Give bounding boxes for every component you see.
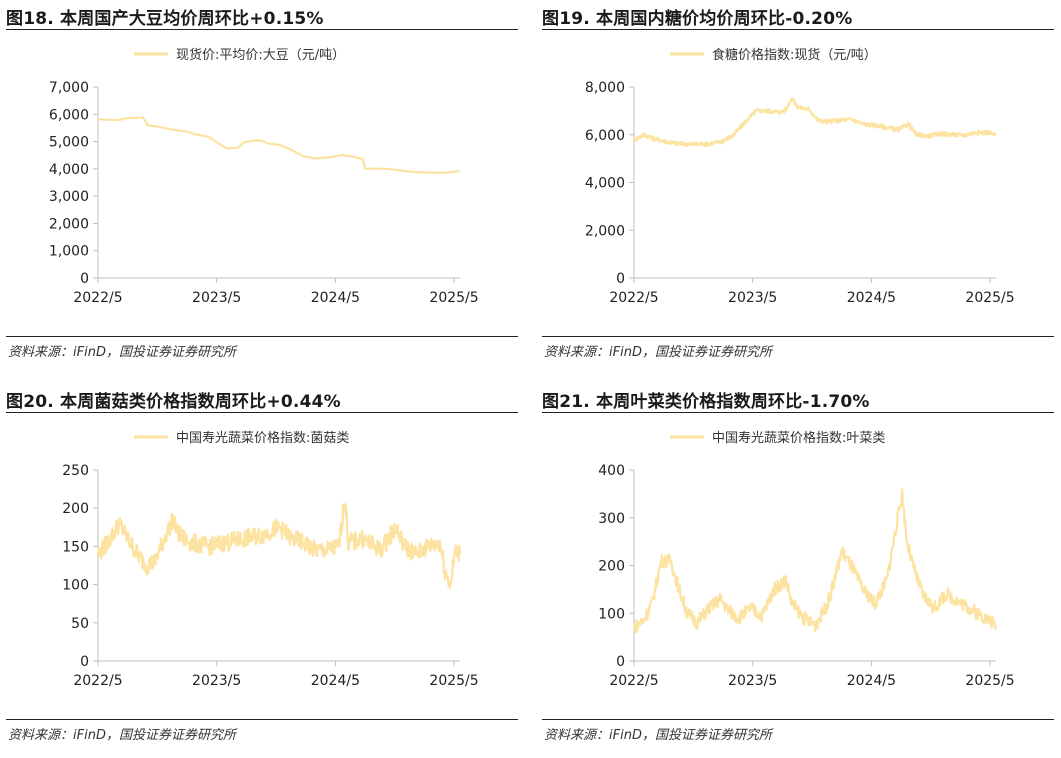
x-tick-label: 2022/5 bbox=[609, 290, 658, 306]
source-note: 资料来源：iFinD，国投证券证券研究所 bbox=[544, 728, 772, 743]
line-chart: 食糖价格指数:现货（元/吨） 0 2,000 4,000 6,000 8,000 2022/… bbox=[585, 47, 1015, 306]
y-tick-label: 4,000 bbox=[585, 176, 625, 192]
legend: 食糖价格指数:现货（元/吨） bbox=[670, 47, 877, 63]
title-rule bbox=[542, 29, 1054, 30]
y-tick-label: 300 bbox=[598, 511, 625, 527]
chart-title: 图19. 本周国内糖价均价周环比-0.20% bbox=[542, 9, 853, 29]
y-tick-label: 2,000 bbox=[585, 223, 625, 239]
y-tick-label: 200 bbox=[62, 501, 89, 517]
y-tick-label: 2,000 bbox=[49, 216, 89, 232]
x-tick-label: 2024/5 bbox=[847, 673, 896, 689]
chart-panel-soybean: 图18. 本周国产大豆均价周环比+0.15% 现货价:平均价:大豆（元/吨） 0 1… bbox=[6, 0, 526, 375]
y-tick-label: 4,000 bbox=[49, 162, 89, 178]
y-tick-label: 0 bbox=[616, 654, 625, 670]
y-tick-label: 6,000 bbox=[49, 107, 89, 123]
y-tick-label: 50 bbox=[71, 616, 89, 632]
chart-title: 图20. 本周菌菇类价格指数周环比+0.44% bbox=[6, 392, 341, 412]
y-tick-label: 100 bbox=[62, 578, 89, 594]
x-tick-label: 2024/5 bbox=[847, 290, 896, 306]
x-tick-label: 2025/5 bbox=[429, 290, 478, 306]
source-note: 资料来源：iFinD，国投证券证券研究所 bbox=[544, 345, 772, 360]
line-chart: 中国寿光蔬菜价格指数:叶菜类 0 100 200 300 400 2022/5 2023/5 2… bbox=[598, 430, 1014, 689]
source-rule bbox=[6, 336, 518, 337]
legend-label: 中国寿光蔬菜价格指数:菌菇类 bbox=[176, 430, 349, 446]
y-tick-label: 400 bbox=[598, 463, 625, 479]
source-note: 资料来源：iFinD，国投证券证券研究所 bbox=[8, 728, 236, 743]
source-rule bbox=[542, 719, 1054, 720]
series-line bbox=[96, 503, 462, 590]
x-tick-label: 2022/5 bbox=[609, 673, 658, 689]
y-tick-label: 0 bbox=[80, 271, 89, 287]
x-tick-label: 2023/5 bbox=[192, 290, 241, 306]
chart-panel-mushroom: 图20. 本周菌菇类价格指数周环比+0.44% 中国寿光蔬菜价格指数:菌菇类 0 5… bbox=[6, 383, 526, 758]
y-tick-label: 1,000 bbox=[49, 244, 89, 260]
source-note: 资料来源：iFinD，国投证券证券研究所 bbox=[8, 345, 236, 360]
y-tick-label: 0 bbox=[80, 654, 89, 670]
title-rule bbox=[6, 29, 518, 30]
legend-label: 现货价:平均价:大豆（元/吨） bbox=[176, 47, 345, 63]
x-tick-label: 2025/5 bbox=[965, 673, 1014, 689]
x-tick-label: 2024/5 bbox=[311, 673, 360, 689]
y-tick-label: 6,000 bbox=[585, 128, 625, 144]
source-rule bbox=[6, 719, 518, 720]
y-tick-label: 150 bbox=[62, 539, 89, 555]
y-tick-label: 3,000 bbox=[49, 189, 89, 205]
x-tick-label: 2023/5 bbox=[728, 290, 777, 306]
chart-title: 图18. 本周国产大豆均价周环比+0.15% bbox=[6, 9, 324, 29]
line-chart: 中国寿光蔬菜价格指数:菌菇类 0 50 100 150 200 250 2022/5 2023/… bbox=[62, 430, 478, 689]
y-tick-label: 7,000 bbox=[49, 80, 89, 96]
series-line bbox=[633, 488, 998, 634]
y-tick-label: 8,000 bbox=[585, 80, 625, 96]
x-tick-label: 2023/5 bbox=[728, 673, 777, 689]
x-tick-label: 2023/5 bbox=[192, 673, 241, 689]
y-tick-label: 5,000 bbox=[49, 135, 89, 151]
y-tick-label: 200 bbox=[598, 559, 625, 575]
legend-label: 食糖价格指数:现货（元/吨） bbox=[712, 47, 877, 63]
source-rule bbox=[542, 336, 1054, 337]
x-tick-label: 2025/5 bbox=[429, 673, 478, 689]
y-tick-label: 0 bbox=[616, 271, 625, 287]
legend: 现货价:平均价:大豆（元/吨） bbox=[134, 47, 345, 63]
x-tick-label: 2022/5 bbox=[73, 290, 122, 306]
chart-title: 图21. 本周叶菜类价格指数周环比-1.70% bbox=[542, 392, 870, 412]
chart-panel-sugar: 图19. 本周国内糖价均价周环比-0.20% 食糖价格指数:现货（元/吨） 0 2,… bbox=[542, 0, 1061, 375]
title-rule bbox=[6, 412, 518, 413]
line-chart: 现货价:平均价:大豆（元/吨） 0 1,000 2,000 3,000 4,000 5,00… bbox=[49, 47, 479, 306]
series-line bbox=[632, 97, 997, 148]
chart-panel-leafy-vegetables: 图21. 本周叶菜类价格指数周环比-1.70% 中国寿光蔬菜价格指数:叶菜类 0 1… bbox=[542, 383, 1061, 758]
y-tick-label: 100 bbox=[598, 606, 625, 622]
legend-label: 中国寿光蔬菜价格指数:叶菜类 bbox=[712, 430, 885, 446]
title-rule bbox=[542, 412, 1054, 413]
x-tick-label: 2022/5 bbox=[73, 673, 122, 689]
y-tick-label: 250 bbox=[62, 463, 89, 479]
series-line bbox=[97, 116, 461, 174]
x-tick-label: 2025/5 bbox=[965, 290, 1014, 306]
x-tick-label: 2024/5 bbox=[311, 290, 360, 306]
legend: 中国寿光蔬菜价格指数:叶菜类 bbox=[670, 430, 885, 446]
legend: 中国寿光蔬菜价格指数:菌菇类 bbox=[134, 430, 349, 446]
